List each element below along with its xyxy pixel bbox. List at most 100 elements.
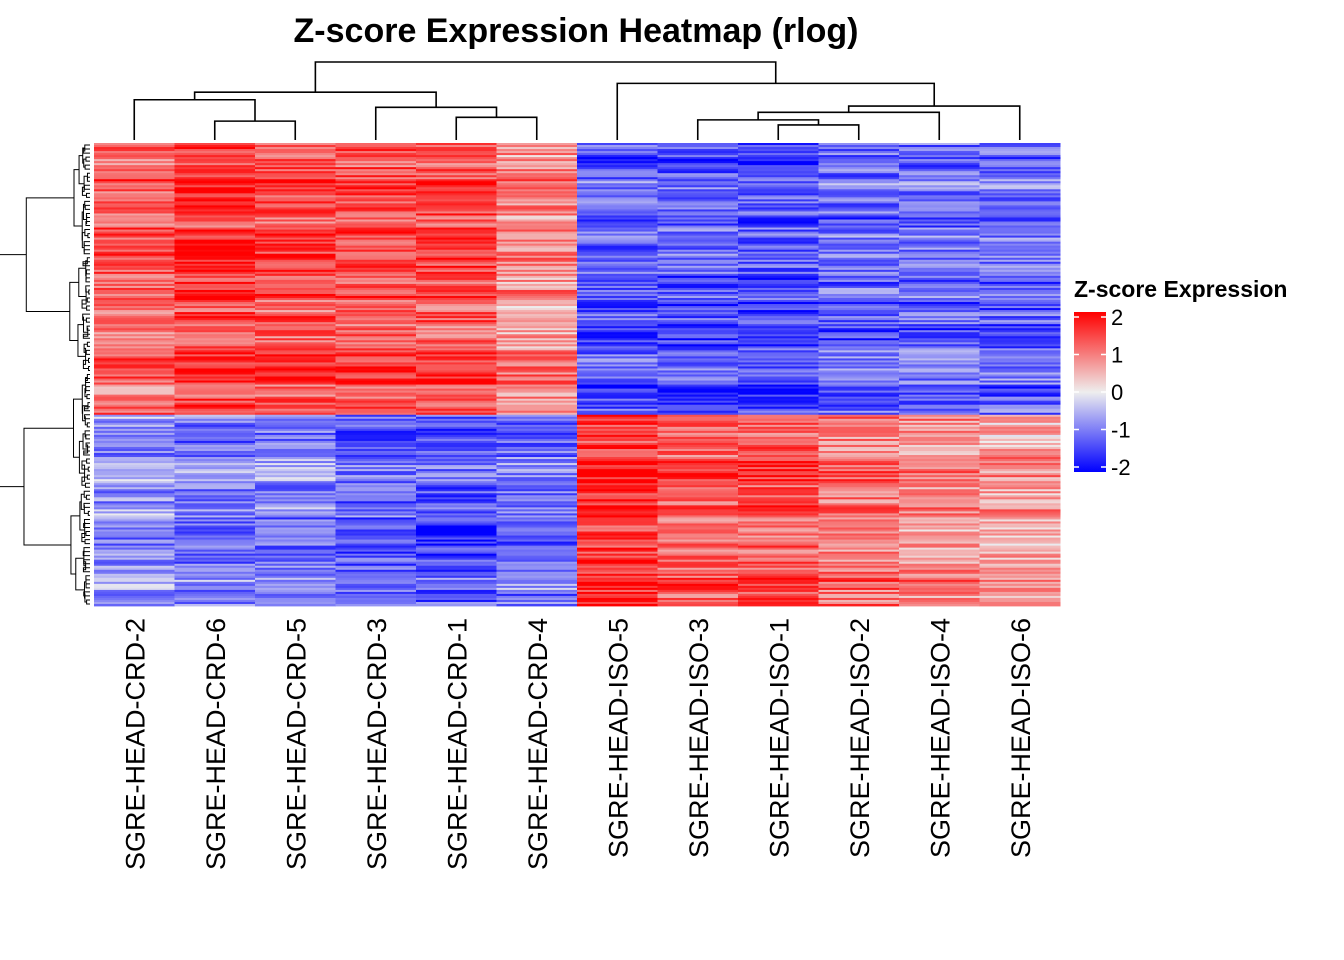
- heatmap-cell: [496, 269, 578, 273]
- heatmap-cell: [416, 543, 497, 547]
- heatmap-cell: [738, 533, 819, 536]
- heatmap-cell: [818, 326, 900, 329]
- heatmap-cell: [496, 253, 578, 257]
- heatmap-cell: [818, 360, 900, 363]
- heatmap-cell: [818, 237, 900, 241]
- heatmap-cell: [174, 479, 256, 482]
- heatmap-cell: [416, 376, 497, 379]
- heatmap-cell: [657, 265, 739, 269]
- row-dendrogram-branch: [83, 249, 90, 255]
- heatmap-cell: [174, 589, 256, 593]
- column-label: SGRE-HEAD-ISO-4: [925, 618, 955, 858]
- heatmap-cell: [255, 197, 336, 200]
- heatmap-cell: [174, 143, 256, 146]
- heatmap-cell: [255, 455, 336, 458]
- heatmap-cell: [577, 485, 658, 488]
- heatmap-cell: [738, 487, 819, 490]
- heatmap-cell: [416, 418, 497, 422]
- heatmap-cell: [94, 213, 175, 216]
- heatmap-cell: [738, 356, 819, 359]
- heatmap-cell: [818, 473, 900, 476]
- heatmap-cell: [174, 593, 256, 597]
- heatmap-cell: [979, 314, 1061, 317]
- heatmap-cell: [657, 563, 739, 567]
- heatmap-cell: [577, 410, 658, 414]
- heatmap-cell: [899, 273, 980, 277]
- heatmap-cell: [496, 356, 578, 359]
- heatmap-cell: [818, 485, 900, 488]
- heatmap-cell: [416, 155, 497, 158]
- heatmap-cell: [94, 263, 175, 267]
- heatmap-cell: [174, 451, 256, 454]
- heatmap-cell: [416, 185, 497, 188]
- heatmap-cell: [94, 404, 175, 408]
- heatmap-cell: [657, 362, 739, 365]
- row-dendrogram-branch: [73, 169, 83, 227]
- heatmap-cell: [335, 348, 417, 351]
- heatmap-cell: [496, 505, 578, 508]
- heatmap-cell: [577, 408, 658, 412]
- heatmap-cell: [899, 151, 980, 154]
- heatmap-cell: [818, 559, 900, 563]
- heatmap-cell: [416, 227, 497, 230]
- heatmap-cell: [416, 183, 497, 186]
- heatmap-cell: [416, 249, 497, 253]
- heatmap-cell: [335, 302, 417, 305]
- heatmap-cell: [657, 145, 739, 148]
- heatmap-cell: [899, 551, 980, 555]
- heatmap-cell: [818, 235, 900, 239]
- heatmap-cell: [818, 289, 900, 293]
- heatmap-cell: [899, 541, 980, 544]
- heatmap-cell: [657, 370, 739, 373]
- heatmap-cell: [979, 473, 1061, 476]
- heatmap-cell: [255, 380, 336, 383]
- heatmap-cell: [577, 390, 658, 394]
- heatmap-cell: [899, 408, 980, 412]
- heatmap-cell: [255, 245, 336, 249]
- heatmap-cell: [738, 531, 819, 534]
- heatmap-cell: [979, 251, 1061, 255]
- heatmap-cell: [335, 149, 417, 152]
- heatmap-cell: [94, 483, 175, 486]
- heatmap-cell: [496, 541, 578, 544]
- heatmap-cell: [416, 404, 497, 408]
- heatmap-cell: [335, 342, 417, 345]
- heatmap-cell: [335, 209, 417, 212]
- heatmap-cell: [496, 364, 578, 367]
- heatmap-cell: [94, 362, 175, 365]
- heatmap-cell: [577, 392, 658, 396]
- heatmap-cell: [335, 453, 417, 456]
- heatmap-cell: [577, 233, 658, 236]
- heatmap-cell: [738, 563, 819, 567]
- heatmap-cell: [738, 525, 819, 528]
- heatmap-cell: [94, 567, 175, 571]
- heatmap-cell: [899, 295, 980, 299]
- heatmap-cell: [738, 408, 819, 412]
- heatmap-cell: [979, 495, 1061, 498]
- heatmap-cell: [416, 509, 497, 512]
- heatmap-cell: [496, 223, 578, 226]
- heatmap-cell: [738, 485, 819, 488]
- heatmap-cell: [496, 378, 578, 381]
- heatmap-cell: [174, 326, 256, 329]
- heatmap-cell: [94, 261, 175, 265]
- heatmap-cell: [657, 400, 739, 404]
- heatmap-cell: [577, 404, 658, 408]
- heatmap-cell: [577, 326, 658, 329]
- heatmap-cell: [818, 173, 900, 176]
- heatmap-cell: [335, 181, 417, 184]
- heatmap-cell: [899, 185, 980, 188]
- heatmap-cell: [94, 322, 175, 325]
- heatmap-cell: [818, 426, 900, 430]
- heatmap-cell: [416, 195, 497, 198]
- heatmap-cell: [416, 579, 497, 583]
- row-dendrogram-branch: [83, 241, 90, 247]
- heatmap-cell: [979, 372, 1061, 375]
- heatmap-cell: [899, 565, 980, 569]
- heatmap-cell: [335, 177, 417, 180]
- heatmap-cell: [577, 219, 658, 222]
- heatmap-cell: [738, 557, 819, 561]
- heatmap-cell: [416, 583, 497, 587]
- heatmap-cell: [94, 163, 175, 166]
- heatmap-cell: [899, 503, 980, 506]
